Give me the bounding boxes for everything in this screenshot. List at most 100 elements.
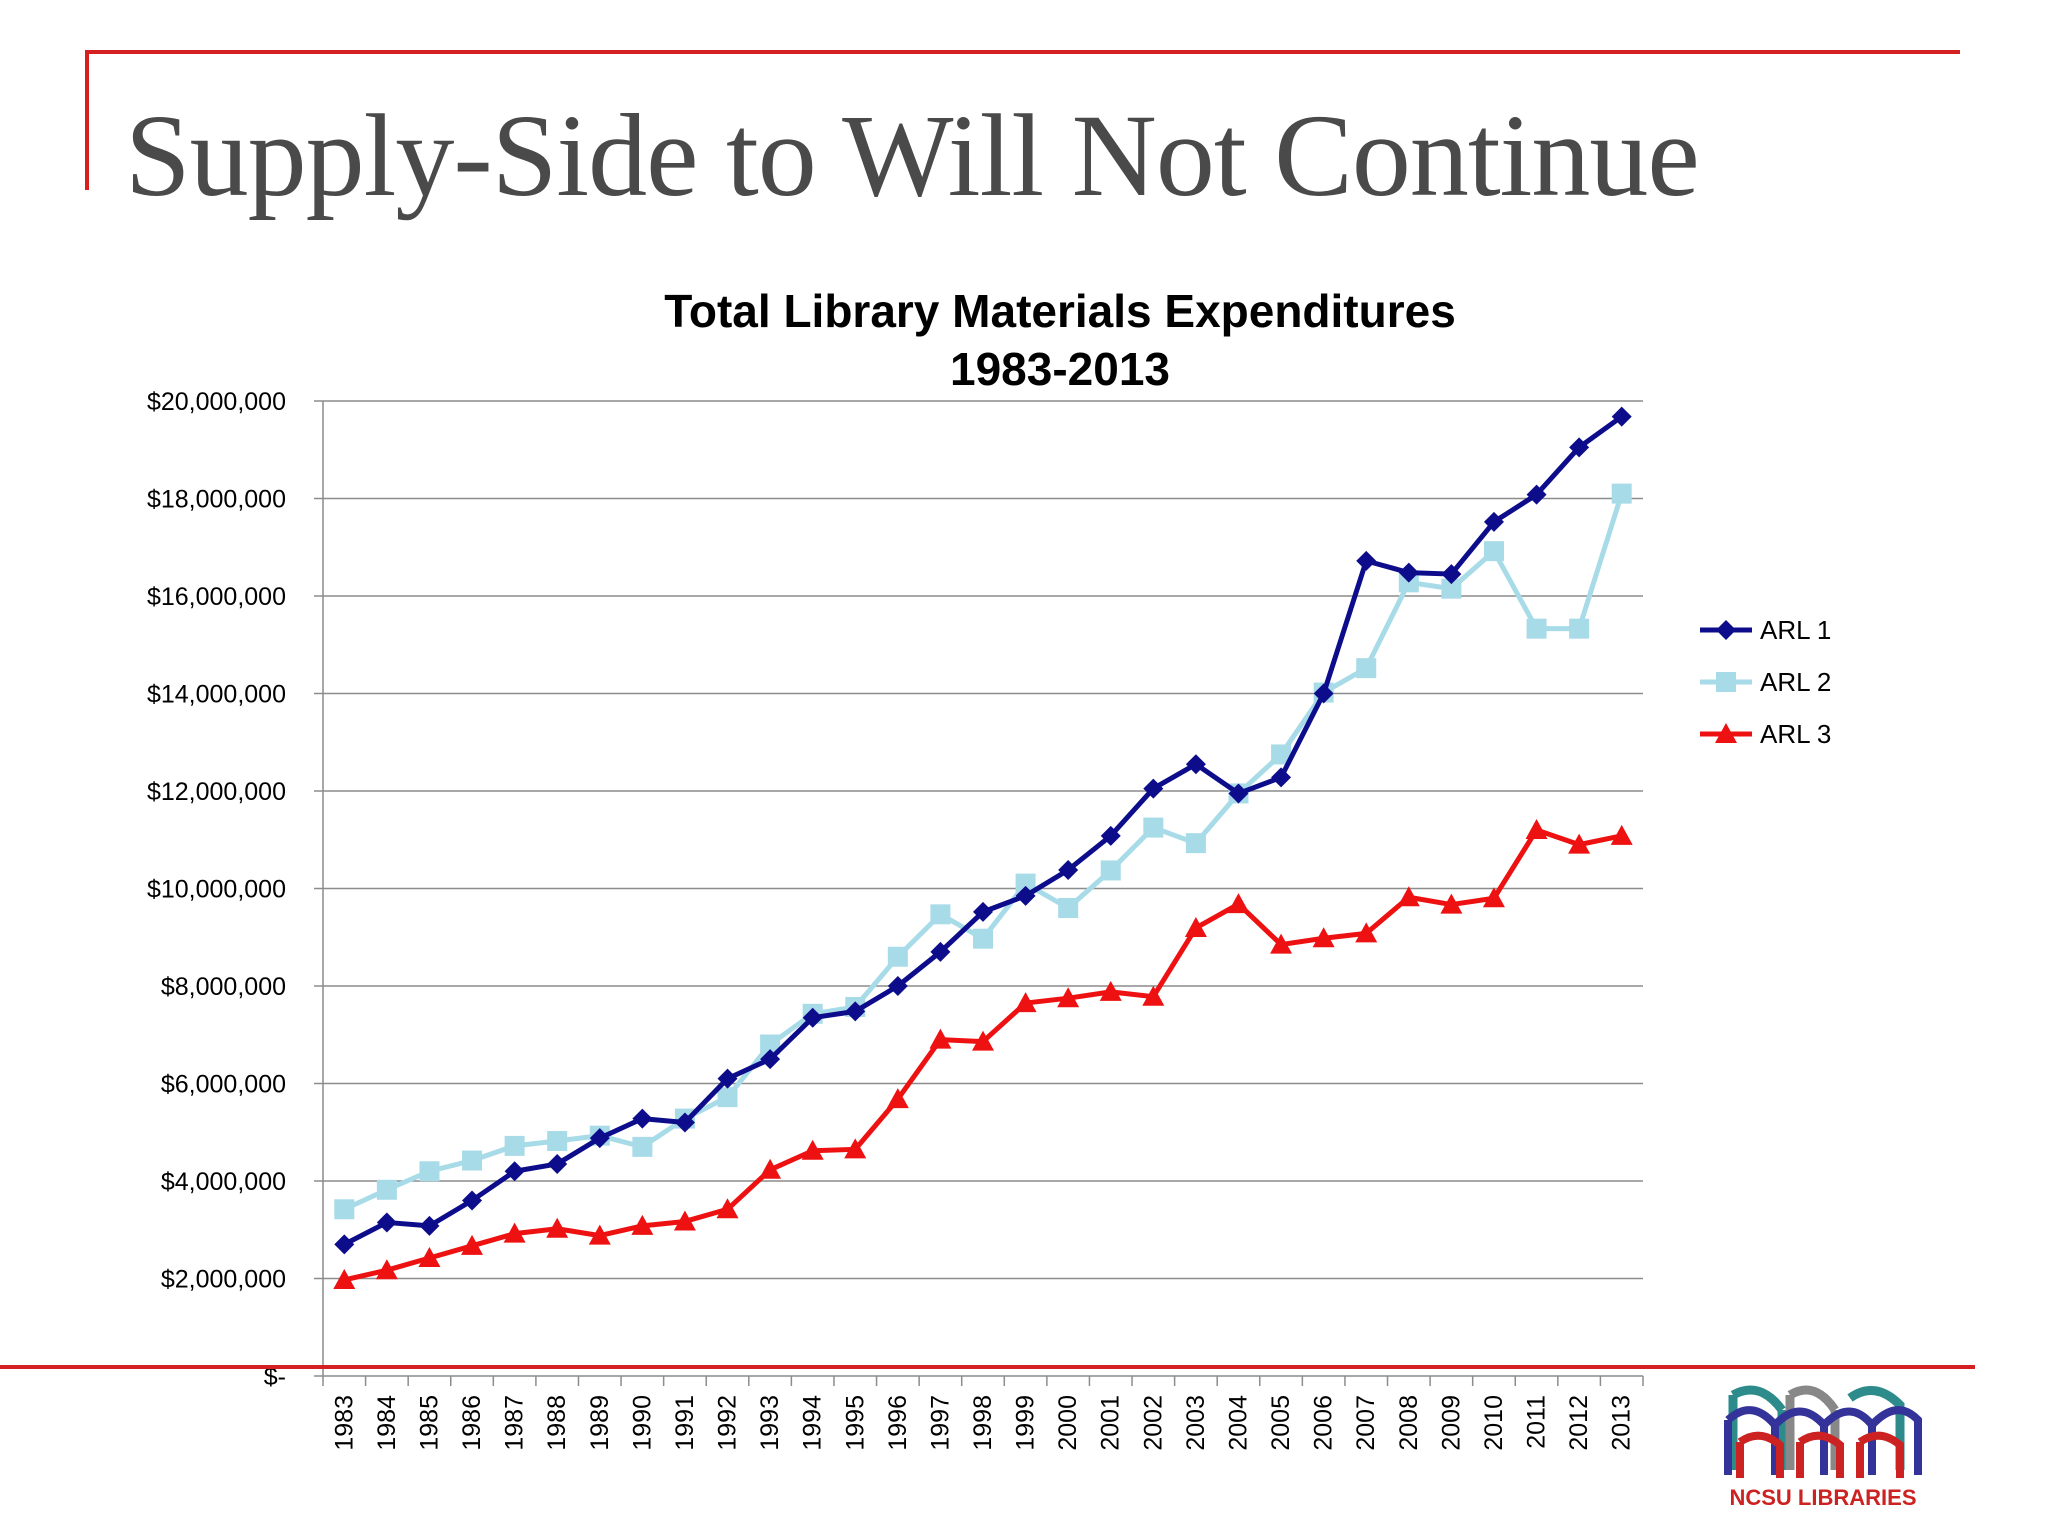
y-tick-label: $2,000,000 [161, 1266, 286, 1294]
data-point [588, 1224, 611, 1245]
data-point [546, 1217, 569, 1238]
x-tick-label: 1987 [501, 1395, 529, 1451]
y-tick-label: $10,000,000 [147, 876, 286, 904]
data-point [1143, 817, 1164, 838]
data-point [929, 1028, 952, 1049]
data-point [333, 1268, 356, 1289]
data-point [376, 1179, 397, 1200]
data-point [930, 941, 951, 962]
data-point [759, 1158, 782, 1179]
data-point [1100, 860, 1121, 881]
x-tick-label: 1991 [671, 1395, 699, 1451]
data-point [504, 1135, 525, 1156]
data-point [1185, 754, 1206, 775]
gridlines [323, 400, 1643, 1280]
x-tick-label: 2009 [1437, 1395, 1465, 1451]
ncsu-libraries-logo: NCSU LIBRARIES [1724, 1385, 1922, 1510]
y-tick-label: $- [264, 1363, 286, 1391]
data-point [1058, 859, 1079, 880]
data-point [1568, 833, 1591, 854]
data-point [462, 1190, 483, 1211]
logo-text: NCSU LIBRARIES [1729, 1485, 1916, 1510]
x-tick-label: 1990 [628, 1395, 656, 1451]
data-point [845, 1001, 866, 1022]
data-point [1271, 767, 1292, 788]
data-point [418, 1247, 441, 1268]
data-point [973, 901, 993, 922]
slide-title: Supply-Side to Will Not Continue [125, 90, 1700, 221]
data-point [802, 1007, 823, 1028]
data-point [1142, 985, 1165, 1006]
y-tick-label: $4,000,000 [161, 1168, 286, 1196]
data-point [632, 1136, 653, 1157]
data-point [1610, 824, 1633, 845]
x-tick-label: 2010 [1480, 1395, 1508, 1451]
y-tick-label: $14,000,000 [147, 681, 286, 709]
data-point [1184, 916, 1207, 937]
x-tick-label: 1989 [586, 1395, 614, 1451]
x-tick-label: 1994 [799, 1395, 827, 1451]
y-tick-label: $16,000,000 [147, 583, 286, 611]
data-point [376, 1212, 397, 1233]
data-point [1312, 927, 1335, 948]
x-tick-label: 1985 [415, 1395, 443, 1451]
x-tick-label: 2011 [1523, 1395, 1551, 1449]
x-tick-label: 1998 [969, 1395, 997, 1451]
data-point [930, 904, 951, 925]
x-tick-label: 1997 [926, 1395, 954, 1451]
data-point [1482, 887, 1505, 908]
data-point [1526, 618, 1547, 639]
data-point [504, 1161, 525, 1182]
x-tick-label: 2000 [1054, 1395, 1082, 1451]
series-arl-3 [333, 819, 1633, 1289]
data-point [1099, 980, 1122, 1001]
x-tick-label: 2008 [1395, 1395, 1423, 1451]
data-point [1015, 885, 1036, 906]
data-point [886, 1088, 909, 1109]
legend-marker [1716, 620, 1736, 640]
data-point [1441, 578, 1462, 599]
chart-title: Total Library Materials Expenditures [664, 285, 1456, 337]
data-point [589, 1128, 610, 1149]
data-point [1143, 778, 1164, 799]
data-point [887, 946, 908, 967]
x-tick-label: 2004 [1224, 1395, 1252, 1451]
x-tick-label: 2002 [1139, 1395, 1167, 1451]
data-point [503, 1222, 526, 1243]
data-point [1057, 987, 1080, 1008]
series-arl-1 [334, 406, 1632, 1255]
data-point [760, 1034, 781, 1055]
data-point [547, 1153, 568, 1174]
data-point [1313, 683, 1334, 704]
data-point [1526, 484, 1547, 505]
data-point [1441, 564, 1462, 585]
data-point [1228, 783, 1249, 804]
data-point [1356, 658, 1377, 679]
data-point [674, 1112, 695, 1133]
data-point [972, 1030, 994, 1051]
x-tick-label: 2012 [1565, 1395, 1593, 1451]
y-tick-label: $8,000,000 [161, 973, 286, 1001]
legend-label: ARL 1 [1760, 615, 1831, 645]
x-tick-label: 1996 [884, 1395, 912, 1451]
data-point [1356, 550, 1377, 571]
chart-subtitle: 1983-2013 [950, 343, 1170, 395]
data-point [844, 1138, 867, 1159]
data-point [1569, 618, 1590, 639]
data-point [801, 1139, 824, 1160]
data-point [1058, 898, 1079, 918]
y-tick-label: $12,000,000 [147, 778, 286, 806]
data-point [1440, 893, 1463, 914]
data-point [1270, 933, 1293, 954]
x-tick-label: 1986 [458, 1395, 486, 1451]
legend-label: ARL 3 [1760, 719, 1831, 749]
data-point [461, 1234, 484, 1255]
data-point [1355, 922, 1378, 943]
data-point [334, 1234, 355, 1255]
data-point [1525, 819, 1548, 839]
legend-marker [1716, 672, 1736, 692]
data-point [1227, 893, 1250, 914]
